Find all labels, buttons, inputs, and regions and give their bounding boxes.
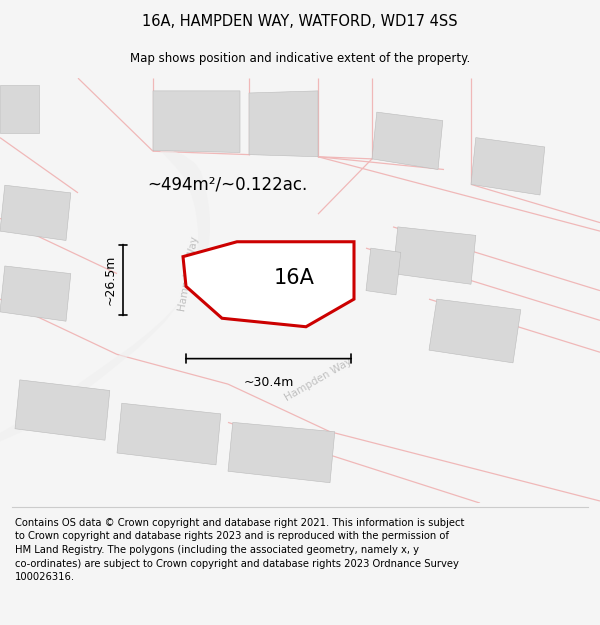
Polygon shape bbox=[429, 299, 521, 363]
Polygon shape bbox=[153, 91, 240, 152]
Text: ~494m²/~0.122ac.: ~494m²/~0.122ac. bbox=[147, 176, 307, 193]
Polygon shape bbox=[0, 266, 71, 321]
Text: Contains OS data © Crown copyright and database right 2021. This information is : Contains OS data © Crown copyright and d… bbox=[15, 518, 464, 582]
Polygon shape bbox=[15, 380, 110, 440]
Polygon shape bbox=[471, 138, 545, 195]
Polygon shape bbox=[0, 185, 71, 241]
Polygon shape bbox=[228, 422, 335, 482]
Text: ~26.5m: ~26.5m bbox=[103, 255, 116, 305]
Polygon shape bbox=[183, 242, 354, 327]
Text: Map shows position and indicative extent of the property.: Map shows position and indicative extent… bbox=[130, 52, 470, 65]
Polygon shape bbox=[0, 147, 210, 441]
Text: ~30.4m: ~30.4m bbox=[244, 376, 293, 389]
Text: Hampden Way: Hampden Way bbox=[178, 236, 200, 312]
Polygon shape bbox=[372, 112, 443, 169]
Polygon shape bbox=[249, 91, 318, 157]
Text: Hampden Way: Hampden Way bbox=[283, 357, 353, 403]
Polygon shape bbox=[117, 403, 221, 465]
Polygon shape bbox=[366, 248, 401, 295]
Text: 16A: 16A bbox=[274, 268, 314, 288]
Polygon shape bbox=[393, 227, 476, 284]
Text: 16A, HAMPDEN WAY, WATFORD, WD17 4SS: 16A, HAMPDEN WAY, WATFORD, WD17 4SS bbox=[142, 14, 458, 29]
Polygon shape bbox=[0, 84, 39, 133]
